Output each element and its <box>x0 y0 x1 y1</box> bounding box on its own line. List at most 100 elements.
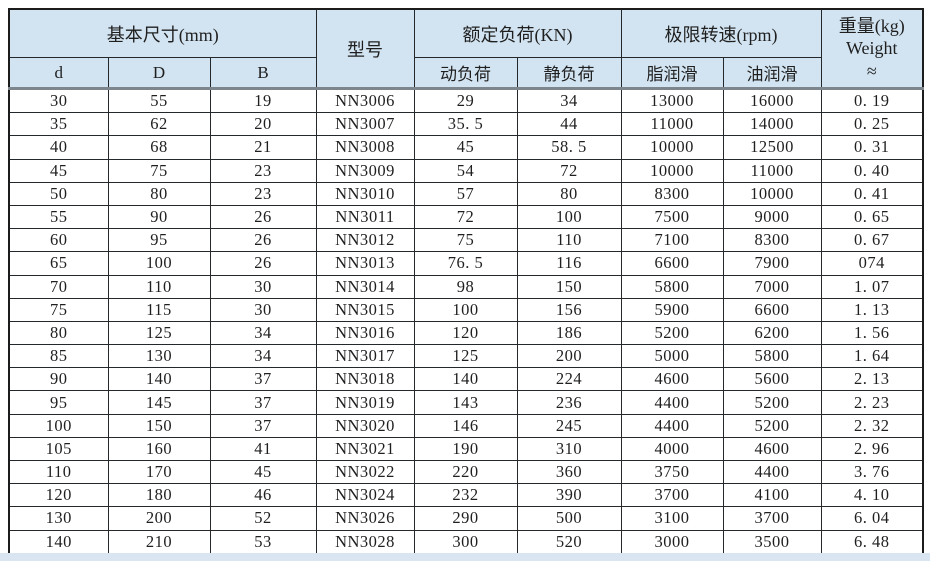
cell-dynamic_load: 35. 5 <box>413 112 518 137</box>
cell-model: NN3022 <box>315 459 415 485</box>
cell-d: 130 <box>8 506 109 531</box>
cell-model: NN3006 <box>315 87 415 114</box>
cell-B: 23 <box>209 158 317 183</box>
cell-dynamic_load: 125 <box>413 344 518 369</box>
cell-weight: 2. 23 <box>820 390 924 415</box>
cell-D: 200 <box>107 506 211 531</box>
cell-static_load: 150 <box>516 274 622 299</box>
table-row: 50 80 23 NN3010 57 80 8300 10000 0. 41 <box>8 181 924 206</box>
cell-d: 50 <box>8 181 109 206</box>
cell-d: 140 <box>8 529 109 555</box>
cell-static_load: 72 <box>516 158 622 183</box>
cell-static_load: 390 <box>516 483 622 508</box>
cell-B: 23 <box>209 181 317 206</box>
cell-grease_speed: 10000 <box>620 135 724 160</box>
cell-model: NN3024 <box>315 483 415 508</box>
cell-oil_speed: 12500 <box>722 135 822 160</box>
cell-weight: 0. 40 <box>820 158 924 183</box>
cell-dynamic_load: 220 <box>413 459 518 485</box>
cell-oil_speed: 14000 <box>722 112 822 137</box>
cell-model: NN3017 <box>315 344 415 369</box>
table-row: 95 145 37 NN3019 143 236 4400 5200 2. 23 <box>8 390 924 415</box>
cell-static_load: 44 <box>516 112 622 137</box>
cell-oil_speed: 5200 <box>722 390 822 415</box>
cell-dynamic_load: 140 <box>413 367 518 392</box>
cell-static_load: 245 <box>516 413 622 438</box>
cell-weight: 6. 48 <box>820 529 924 555</box>
cell-D: 55 <box>107 87 211 114</box>
header-grease-lube: 脂润滑 <box>620 57 724 89</box>
cell-grease_speed: 5200 <box>620 320 724 346</box>
cell-B: 21 <box>209 135 317 160</box>
cell-grease_speed: 10000 <box>620 158 724 183</box>
cell-oil_speed: 16000 <box>722 87 822 114</box>
cell-oil_speed: 8300 <box>722 228 822 253</box>
cell-grease_speed: 13000 <box>620 87 724 114</box>
cell-dynamic_load: 54 <box>413 158 518 183</box>
cell-B: 34 <box>209 344 317 369</box>
table-row: 90 140 37 NN3018 140 224 4600 5600 2. 13 <box>8 367 924 392</box>
table-row: 110 170 45 NN3022 220 360 3750 4400 3. 76 <box>8 459 924 485</box>
cell-grease_speed: 4400 <box>620 413 724 438</box>
cell-oil_speed: 5600 <box>722 367 822 392</box>
table-row: 30 55 19 NN3006 29 34 13000 16000 0. 19 <box>8 87 924 114</box>
header-group-row: 基本尺寸(mm) 型号 额定负荷(KN) 极限转速(rpm) 重量(kg) We… <box>8 8 924 89</box>
cell-grease_speed: 4600 <box>620 367 724 392</box>
cell-oil_speed: 7000 <box>722 274 822 299</box>
bearing-spec-table: 基本尺寸(mm) 型号 额定负荷(KN) 极限转速(rpm) 重量(kg) We… <box>8 8 925 555</box>
header-weight: 重量(kg) Weight ≈ <box>820 8 924 89</box>
cell-weight: 0. 19 <box>820 87 924 114</box>
cell-d: 105 <box>8 436 109 462</box>
table-row: 105 160 41 NN3021 190 310 4000 4600 2. 96 <box>8 436 924 462</box>
cell-grease_speed: 3700 <box>620 483 724 508</box>
cell-dynamic_load: 72 <box>413 204 518 230</box>
cell-weight: 0. 25 <box>820 112 924 137</box>
cell-oil_speed: 9000 <box>722 204 822 230</box>
cell-D: 150 <box>107 413 211 438</box>
cell-static_load: 110 <box>516 228 622 253</box>
cell-oil_speed: 6200 <box>722 320 822 346</box>
cell-static_load: 200 <box>516 344 622 369</box>
cell-B: 37 <box>209 390 317 415</box>
cell-d: 110 <box>8 459 109 485</box>
cell-model: NN3009 <box>315 158 415 183</box>
cell-model: NN3013 <box>315 251 415 276</box>
cell-model: NN3012 <box>315 228 415 253</box>
header-col-D: D <box>107 57 211 89</box>
cell-grease_speed: 3000 <box>620 529 724 555</box>
cell-d: 95 <box>8 390 109 415</box>
cell-B: 26 <box>209 204 317 230</box>
cell-D: 170 <box>107 459 211 485</box>
cell-model: NN3010 <box>315 181 415 206</box>
cell-static_load: 310 <box>516 436 622 462</box>
cell-weight: 0. 41 <box>820 181 924 206</box>
table-row: 55 90 26 NN3011 72 100 7500 9000 0. 65 <box>8 204 924 230</box>
header-col-B: B <box>209 57 317 89</box>
cell-dynamic_load: 232 <box>413 483 518 508</box>
cell-dynamic_load: 300 <box>413 529 518 555</box>
cell-weight: 0. 65 <box>820 204 924 230</box>
cell-grease_speed: 4400 <box>620 390 724 415</box>
cell-d: 70 <box>8 274 109 299</box>
cell-static_load: 360 <box>516 459 622 485</box>
cell-dynamic_load: 75 <box>413 228 518 253</box>
cell-static_load: 80 <box>516 181 622 206</box>
cell-weight: 0. 67 <box>820 228 924 253</box>
cell-grease_speed: 11000 <box>620 112 724 137</box>
cell-d: 45 <box>8 158 109 183</box>
table-row: 40 68 21 NN3008 45 58. 5 10000 12500 0. 31 <box>8 135 924 160</box>
cell-model: NN3014 <box>315 274 415 299</box>
cell-D: 140 <box>107 367 211 392</box>
table-row: 85 130 34 NN3017 125 200 5000 5800 1. 64 <box>8 344 924 369</box>
table-row: 120 180 46 NN3024 232 390 3700 4100 4. 10 <box>8 483 924 508</box>
cell-dynamic_load: 143 <box>413 390 518 415</box>
cell-d: 60 <box>8 228 109 253</box>
cell-B: 45 <box>209 459 317 485</box>
cell-model: NN3021 <box>315 436 415 462</box>
cell-B: 37 <box>209 367 317 392</box>
cell-static_load: 500 <box>516 506 622 531</box>
cell-D: 110 <box>107 274 211 299</box>
cell-grease_speed: 5000 <box>620 344 724 369</box>
cell-grease_speed: 5800 <box>620 274 724 299</box>
cell-oil_speed: 3700 <box>722 506 822 531</box>
